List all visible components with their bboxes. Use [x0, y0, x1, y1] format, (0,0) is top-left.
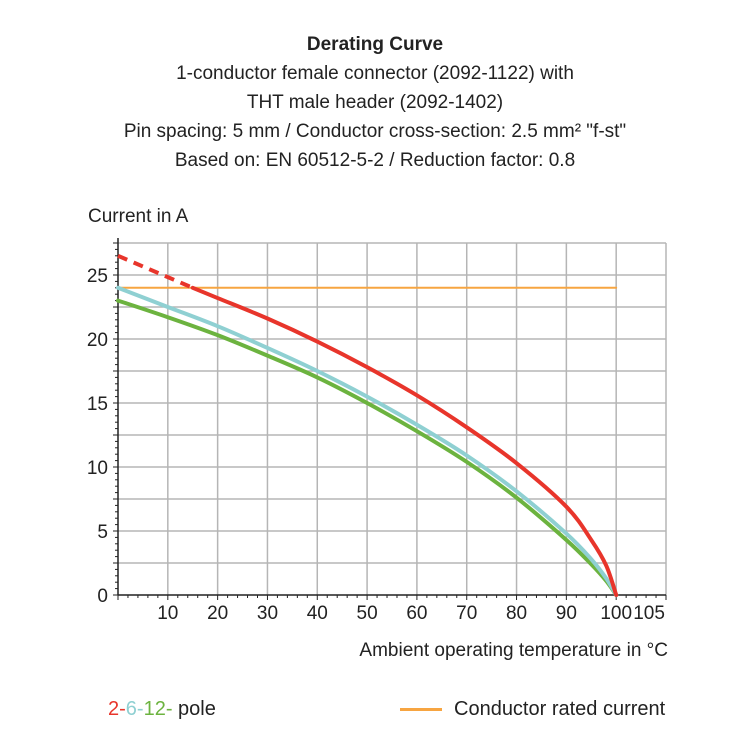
y-tick-label: 20 [87, 330, 108, 351]
series-line-6-pole [116, 285, 619, 597]
y-tick-label: 5 [97, 522, 108, 543]
legend-pole-label: pole [172, 698, 216, 720]
x-tick-label: 10 [157, 603, 178, 624]
x-tick-label: 100 [600, 603, 632, 624]
legend-rated: Conductor rated current [400, 698, 665, 721]
legend-rated-swatch [400, 708, 442, 712]
legend-rated-label: Conductor rated current [454, 698, 666, 720]
legend-pole: 2-6-12- pole [108, 698, 216, 721]
x-tick-label: 30 [257, 603, 278, 624]
x-tick-label: 20 [207, 603, 228, 624]
y-axis-label: Current in A [88, 206, 189, 227]
legend-12-pole: 12- [143, 698, 173, 720]
y-tick-label: 25 [87, 266, 108, 287]
x-tick-label: 90 [556, 603, 577, 624]
x-tick-label: 80 [506, 603, 527, 624]
y-tick-label: 0 [97, 586, 108, 607]
y-tick-label: 10 [87, 458, 108, 479]
series-line-12-pole [116, 298, 619, 597]
x-tick-label: 50 [357, 603, 378, 624]
x-tick-label: 60 [406, 603, 427, 624]
subtitle-3: Pin spacing: 5 mm / Conductor cross-sect… [123, 121, 627, 142]
chart-title-block: Derating Curve 1-conductor female connec… [0, 30, 750, 175]
subtitle-4: Based on: EN 60512-5-2 / Reduction facto… [174, 150, 576, 171]
y-tick-label: 15 [87, 394, 108, 415]
series-line-2-pole [190, 285, 619, 597]
series-dashed-2-pole [117, 253, 194, 290]
chart-title: Derating Curve [306, 34, 444, 55]
legend-2-pole: 2- [108, 698, 126, 720]
subtitle-2: THT male header (2092-1402) [246, 92, 504, 113]
x-axis-label: Ambient operating temperature in °C [359, 640, 668, 661]
x-tick-label: 40 [307, 603, 328, 624]
subtitle-1: 1-conductor female connector (2092-1122)… [176, 63, 574, 84]
x-tick-label: 70 [456, 603, 477, 624]
x-tick-label: 105 [633, 603, 665, 624]
legend-6-pole: 6- [125, 698, 144, 720]
